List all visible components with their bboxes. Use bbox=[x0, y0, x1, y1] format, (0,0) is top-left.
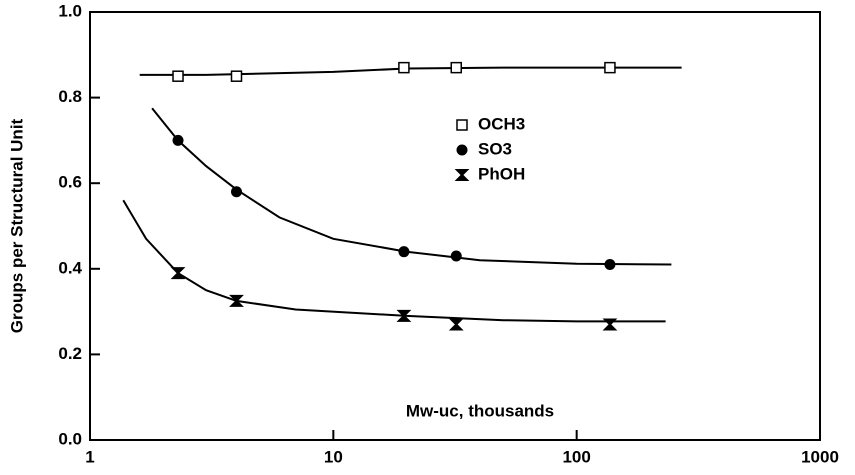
data-point bbox=[170, 267, 186, 280]
plot-frame bbox=[89, 11, 821, 441]
x-tick-label: 1 bbox=[85, 447, 94, 466]
data-point bbox=[396, 309, 412, 322]
x-tick-label: 100 bbox=[562, 447, 590, 466]
legend-marker bbox=[454, 169, 470, 181]
fit-curve bbox=[122, 199, 666, 323]
data-point bbox=[604, 61, 616, 74]
y-tick-label: 1.0 bbox=[58, 1, 82, 20]
data-point bbox=[602, 318, 618, 331]
legend-marker bbox=[456, 144, 468, 156]
y-axis-label: Groups per Structural Unit bbox=[7, 118, 26, 333]
data-point bbox=[172, 70, 184, 82]
y-tick-label: 0.2 bbox=[58, 344, 82, 363]
data-point bbox=[398, 246, 410, 258]
legend-label: OCH3 bbox=[478, 114, 525, 133]
fit-curve bbox=[151, 107, 672, 266]
data-point bbox=[230, 70, 243, 82]
fit-curve bbox=[139, 66, 682, 76]
y-tick-label: 0.8 bbox=[58, 87, 82, 106]
data-point bbox=[398, 61, 410, 74]
data-point bbox=[450, 250, 462, 262]
x-tick-label: 10 bbox=[324, 447, 343, 466]
data-point bbox=[229, 294, 244, 307]
y-tick-label: 0.0 bbox=[58, 429, 82, 448]
legend-label: PhOH bbox=[478, 164, 525, 183]
data-point bbox=[604, 259, 616, 271]
x-tick-label: 1000 bbox=[801, 447, 839, 466]
x-axis-label: Mw-uc, thousands bbox=[406, 401, 554, 420]
data-point bbox=[448, 318, 464, 331]
legend-label: SO3 bbox=[478, 139, 512, 158]
data-point bbox=[450, 61, 463, 74]
y-tick-label: 0.4 bbox=[58, 258, 82, 277]
data-point bbox=[172, 134, 184, 146]
data-point bbox=[231, 186, 243, 198]
legend-marker bbox=[456, 119, 468, 131]
y-tick-label: 0.6 bbox=[58, 173, 82, 192]
